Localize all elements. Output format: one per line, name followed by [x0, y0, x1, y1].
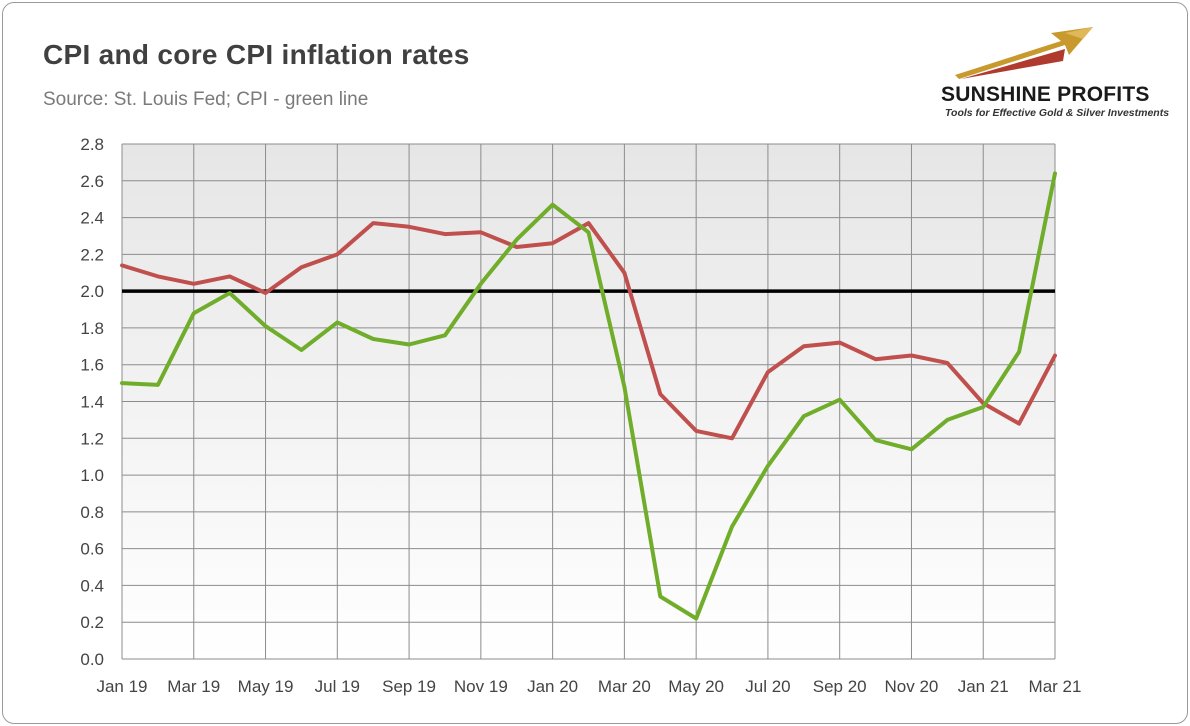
x-axis: Jan 19 Mar 19 May 19 Jul 19 Sep 19 Nov 19 Jan … — [96, 677, 1081, 696]
y-tick-label: 1.0 — [80, 466, 104, 485]
logo-name: SUNSHINE PROFITS — [941, 83, 1150, 106]
core-cpi-series-line — [120, 221, 1057, 441]
y-tick-label: 2.0 — [80, 282, 104, 301]
x-tick-label: Mar 20 — [598, 677, 651, 696]
y-tick-label: 0.6 — [80, 540, 104, 559]
y-tick-label: 1.8 — [80, 319, 104, 338]
y-tick-label: 2.6 — [80, 172, 104, 191]
y-tick-label: 1.2 — [80, 429, 104, 448]
series-lines — [120, 171, 1057, 621]
chart-title: CPI and core CPI inflation rates — [43, 39, 470, 70]
y-tick-label: 0.8 — [80, 503, 104, 522]
x-tick-label: Jul 20 — [745, 677, 790, 696]
x-tick-label: Mar 21 — [1029, 677, 1082, 696]
x-tick-label: Jan 19 — [96, 677, 147, 696]
x-tick-label: Sep 19 — [382, 677, 436, 696]
x-tick-label: Jan 20 — [527, 677, 578, 696]
x-tick-label: Mar 19 — [167, 677, 220, 696]
sunshine-profits-logo: SUNSHINE PROFITS Tools for Effective Gol… — [933, 21, 1173, 126]
x-tick-label: Jul 19 — [315, 677, 360, 696]
x-tick-label: Nov 19 — [454, 677, 508, 696]
y-tick-label: 1.6 — [80, 356, 104, 375]
y-tick-label: 2.2 — [80, 245, 104, 264]
x-tick-label: May 20 — [668, 677, 724, 696]
y-tick-label: 1.4 — [80, 393, 104, 412]
y-tick-label: 2.8 — [80, 135, 104, 154]
logo-arrow-icon — [955, 27, 1093, 79]
gridlines — [121, 143, 1056, 660]
y-tick-label: 0.2 — [80, 613, 104, 632]
logo-tagline: Tools for Effective Gold & Silver Invest… — [945, 107, 1170, 119]
chart-subtitle: Source: St. Louis Fed; CPI - green line — [43, 89, 369, 110]
x-tick-label: Jan 21 — [958, 677, 1009, 696]
y-tick-label: 2.4 — [80, 209, 104, 228]
y-tick-label: 0.0 — [80, 650, 104, 669]
y-tick-label: 0.4 — [80, 576, 104, 595]
x-tick-label: Nov 20 — [885, 677, 939, 696]
x-tick-label: May 19 — [238, 677, 294, 696]
y-axis: 0.0 0.2 0.4 0.6 0.8 1.0 1.2 1.4 1.6 1.8 2.0 2.2 2.4 2… — [80, 135, 104, 669]
x-tick-label: Sep 20 — [813, 677, 867, 696]
cpi-series-line — [120, 171, 1057, 621]
